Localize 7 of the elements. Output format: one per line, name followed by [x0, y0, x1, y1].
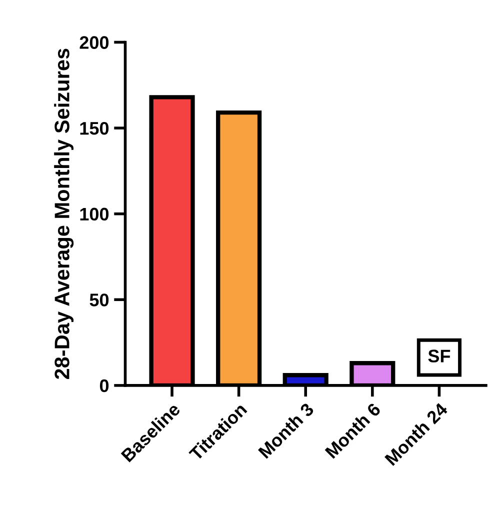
- y-tick-label: 0: [100, 379, 109, 392]
- y-tick-label: 100: [80, 208, 109, 221]
- annotation: SF: [428, 350, 450, 362]
- y-tick-label: 150: [80, 122, 109, 135]
- y-tick-label: 200: [80, 36, 109, 49]
- y-tick-label: 50: [90, 294, 109, 306]
- y-axis-title: 28-Day Average Monthly Seizures: [54, 48, 74, 380]
